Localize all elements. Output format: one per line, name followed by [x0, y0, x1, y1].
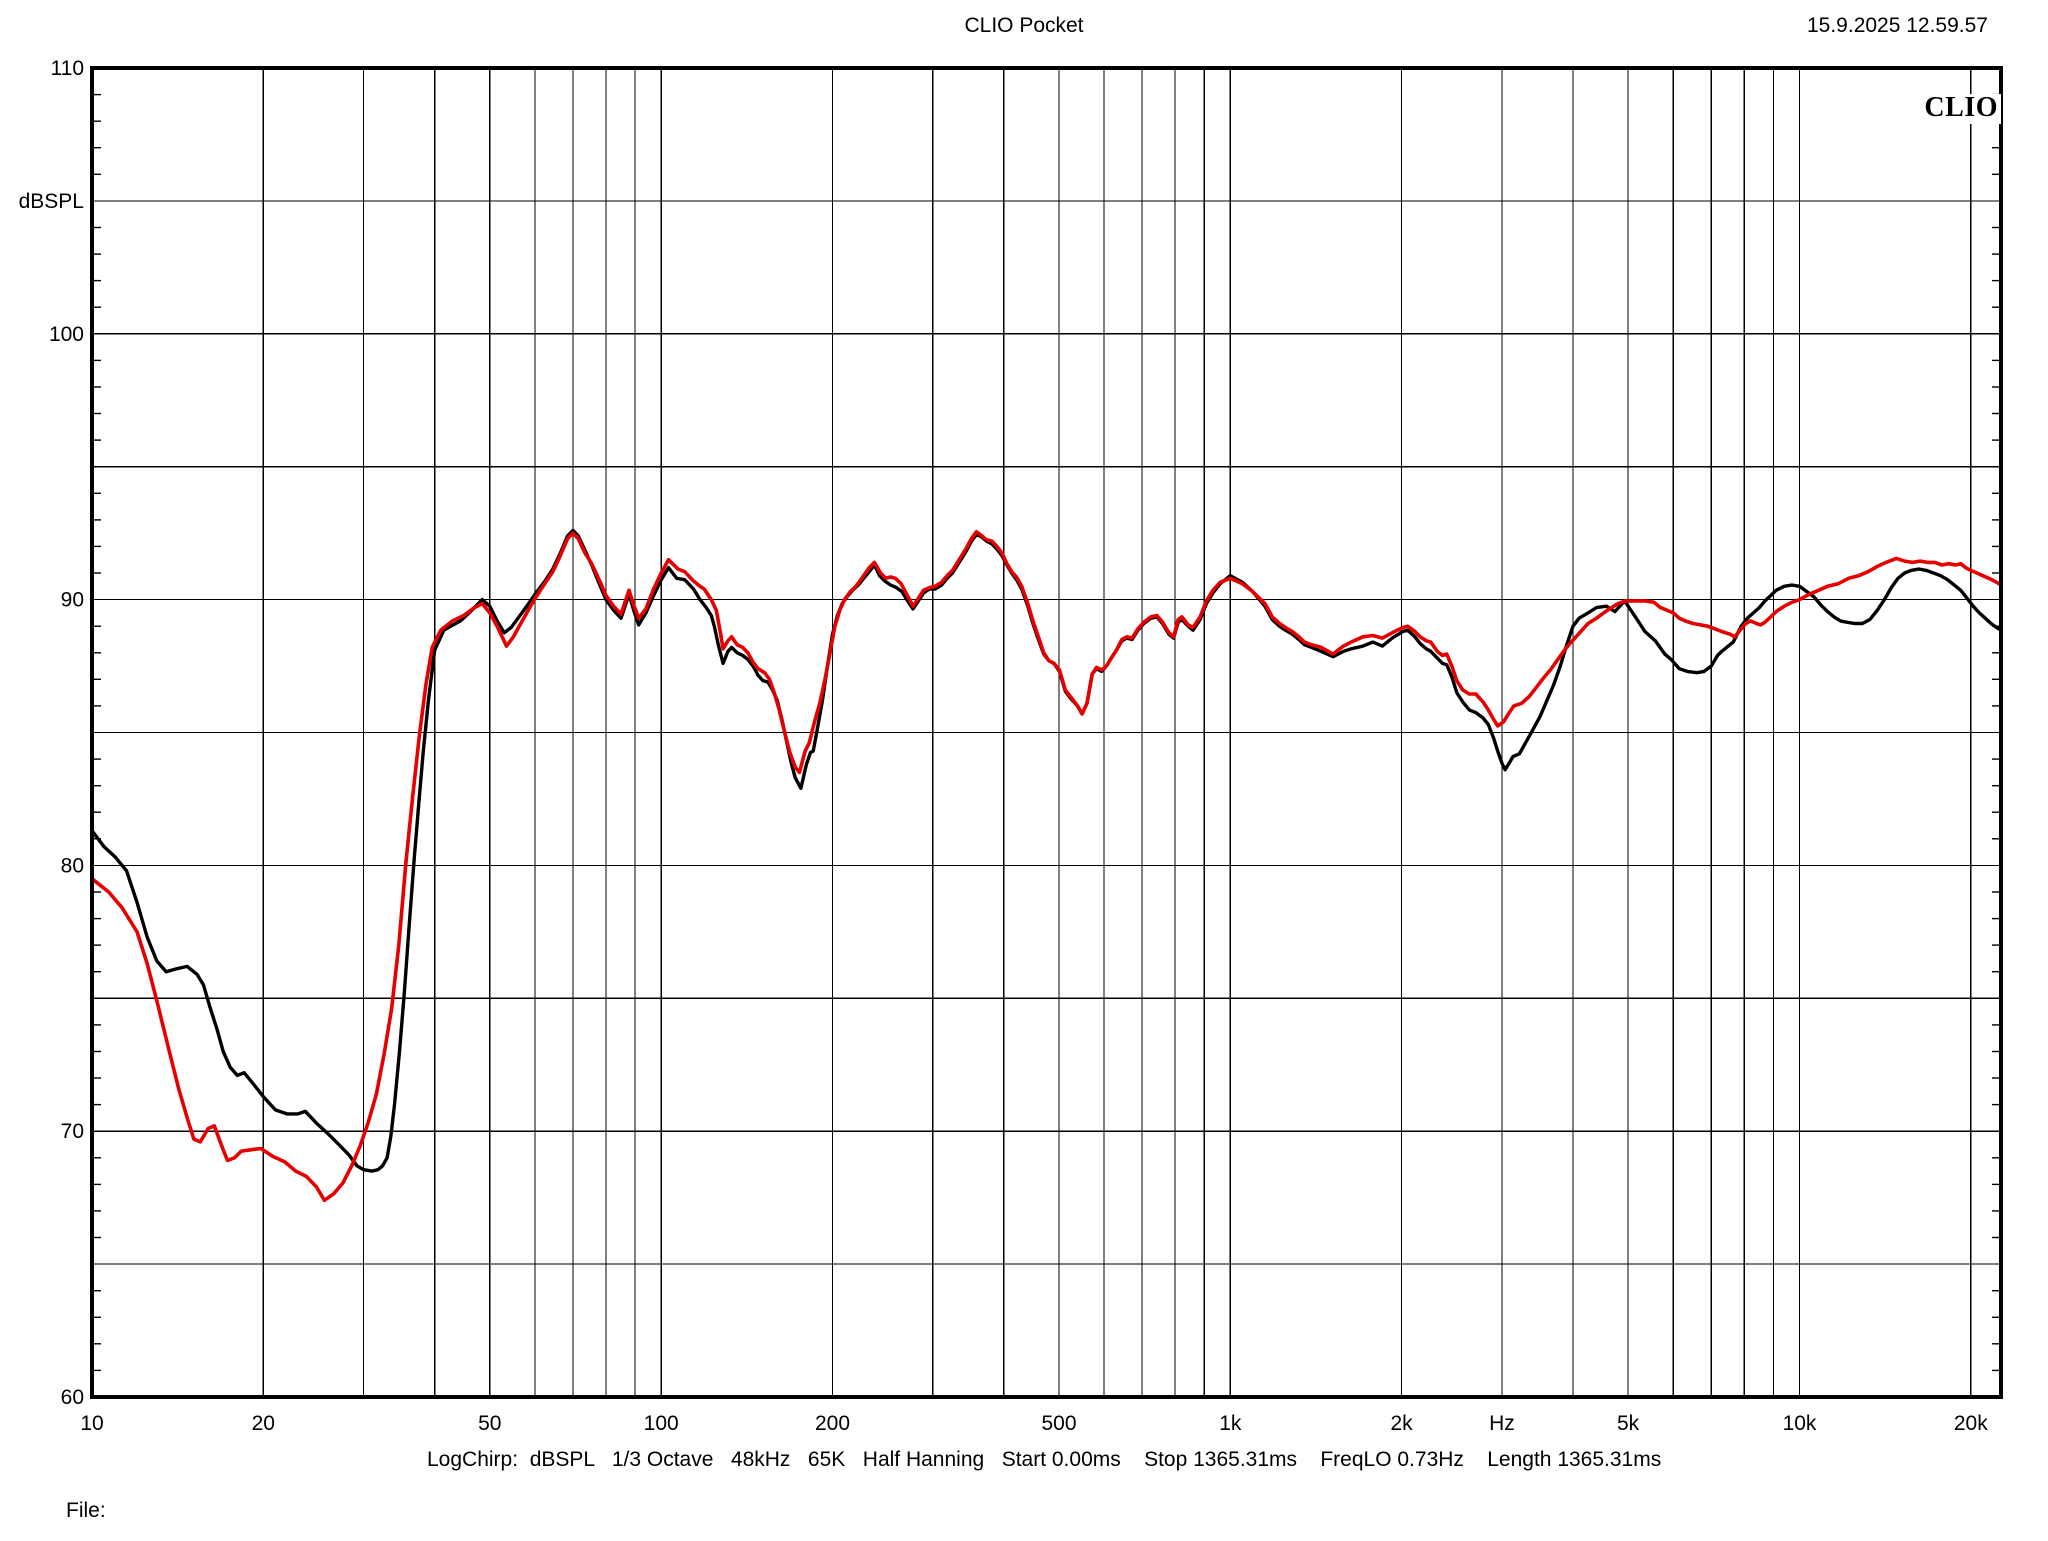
x-axis-label: 20k [1954, 1412, 1988, 1435]
page-title: CLIO Pocket [964, 14, 1084, 37]
datetime-stamp: 15.9.2025 12.59.57 [1806, 14, 1988, 37]
x-axis-label: 50 [478, 1412, 501, 1435]
x-axis-label: 100 [644, 1412, 679, 1435]
y-axis-label: 100 [49, 323, 84, 346]
y-axis-label: 90 [61, 589, 84, 612]
curve-response-red [92, 529, 2001, 1203]
x-axis-label: Hz [1489, 1412, 1515, 1435]
x-axis-label: 500 [1041, 1412, 1076, 1435]
x-axis-label: 5k [1617, 1412, 1640, 1435]
file-label: File: [66, 1499, 106, 1522]
y-axis-label: dBSPL [19, 190, 84, 213]
y-axis-label: 80 [61, 854, 84, 877]
y-axis-label: 110 [51, 57, 84, 80]
measurement-settings-line: LogChirp: dBSPL 1/3 Octave 48kHz 65K Hal… [427, 1448, 1662, 1471]
x-axis-label: 10 [80, 1412, 103, 1435]
x-axis-label: 10k [1783, 1412, 1817, 1435]
x-axis-label: 2k [1391, 1412, 1414, 1435]
plot-border [90, 66, 2003, 1399]
x-axis-label: 1k [1219, 1412, 1242, 1435]
y-axis-label: 70 [61, 1120, 84, 1143]
x-axis-label: 200 [815, 1412, 850, 1435]
clio-logo: CLIO [1916, 94, 2001, 124]
x-axis-label: 20 [252, 1412, 275, 1435]
y-axis-label: 60 [61, 1386, 84, 1409]
